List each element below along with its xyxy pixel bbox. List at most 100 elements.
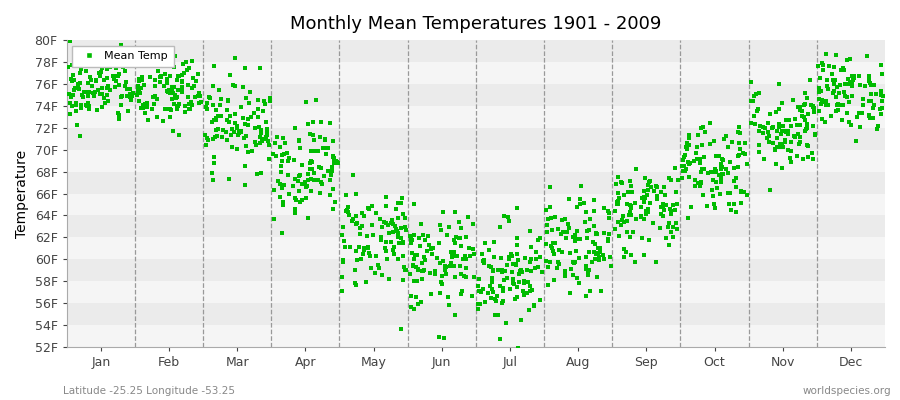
Point xyxy=(496,287,510,294)
Point xyxy=(625,189,639,196)
Point xyxy=(165,96,179,102)
Point xyxy=(744,120,759,126)
Point xyxy=(406,263,420,270)
Point xyxy=(569,248,583,254)
Point xyxy=(182,100,196,107)
Point xyxy=(154,74,168,80)
Point xyxy=(113,42,128,48)
Legend: Mean Temp: Mean Temp xyxy=(72,46,174,67)
Point xyxy=(340,204,355,210)
Point xyxy=(623,178,637,184)
Point xyxy=(491,312,506,318)
Point xyxy=(288,176,302,182)
Point xyxy=(65,62,79,68)
Point xyxy=(200,135,214,141)
Point xyxy=(634,213,648,219)
Point xyxy=(693,182,707,189)
Point xyxy=(623,209,637,215)
Point xyxy=(628,259,643,266)
Point xyxy=(718,165,733,172)
Point xyxy=(406,262,420,269)
Point xyxy=(314,119,328,125)
Point xyxy=(812,107,826,114)
Point xyxy=(215,134,230,140)
Point xyxy=(132,76,147,82)
Point xyxy=(89,77,104,83)
Point xyxy=(664,211,679,218)
Point xyxy=(258,134,273,140)
Point xyxy=(227,129,241,136)
Point xyxy=(779,129,794,135)
Point xyxy=(261,138,275,144)
Point xyxy=(512,271,526,277)
Point xyxy=(850,114,864,120)
Point xyxy=(68,102,83,108)
Point xyxy=(548,214,562,220)
Point xyxy=(616,254,631,260)
Point xyxy=(350,220,365,226)
Point xyxy=(228,55,242,62)
Point xyxy=(752,123,767,130)
Point xyxy=(703,141,717,147)
Point xyxy=(727,201,742,208)
Point xyxy=(181,94,195,100)
Point xyxy=(113,94,128,100)
Point xyxy=(158,106,172,112)
Point xyxy=(77,89,92,95)
Point xyxy=(545,239,560,246)
Point xyxy=(86,90,100,96)
Point xyxy=(353,231,367,237)
Point xyxy=(399,215,413,221)
Point xyxy=(708,168,723,174)
Point xyxy=(725,139,740,145)
Point xyxy=(482,263,496,269)
Point xyxy=(295,197,310,203)
Point xyxy=(397,264,411,270)
Point xyxy=(520,290,535,296)
Point xyxy=(79,68,94,74)
Point xyxy=(668,207,682,213)
Point xyxy=(439,263,454,270)
Point xyxy=(337,259,351,266)
Point xyxy=(541,282,555,288)
Point xyxy=(565,233,580,240)
Point xyxy=(274,169,288,176)
Point xyxy=(157,83,171,90)
Point xyxy=(523,288,537,294)
Point xyxy=(833,102,848,108)
Point xyxy=(259,119,274,126)
Point xyxy=(426,245,440,252)
Point xyxy=(387,250,401,257)
Point xyxy=(336,224,350,230)
Point xyxy=(72,86,86,92)
Point xyxy=(829,108,843,114)
Point xyxy=(695,141,709,148)
Point xyxy=(306,132,320,138)
Point xyxy=(724,206,738,213)
Point xyxy=(407,232,421,238)
Point xyxy=(799,142,814,148)
Point xyxy=(248,124,262,131)
Point xyxy=(229,83,243,89)
Point xyxy=(282,191,296,197)
Point xyxy=(231,128,246,134)
Point xyxy=(625,202,639,209)
Point xyxy=(176,70,191,77)
Point xyxy=(206,101,220,108)
Point xyxy=(568,232,582,238)
Point xyxy=(784,158,798,165)
Bar xyxy=(67,128,885,150)
Point xyxy=(732,140,746,146)
Point xyxy=(482,283,497,290)
Point xyxy=(134,104,148,111)
Point xyxy=(102,63,116,69)
Point xyxy=(827,88,842,94)
Point xyxy=(790,153,805,159)
Point xyxy=(454,290,468,297)
Point xyxy=(472,287,486,294)
Point xyxy=(273,181,287,187)
Point xyxy=(193,92,207,99)
Point xyxy=(435,280,449,287)
Point xyxy=(131,98,146,104)
Point xyxy=(453,263,467,269)
